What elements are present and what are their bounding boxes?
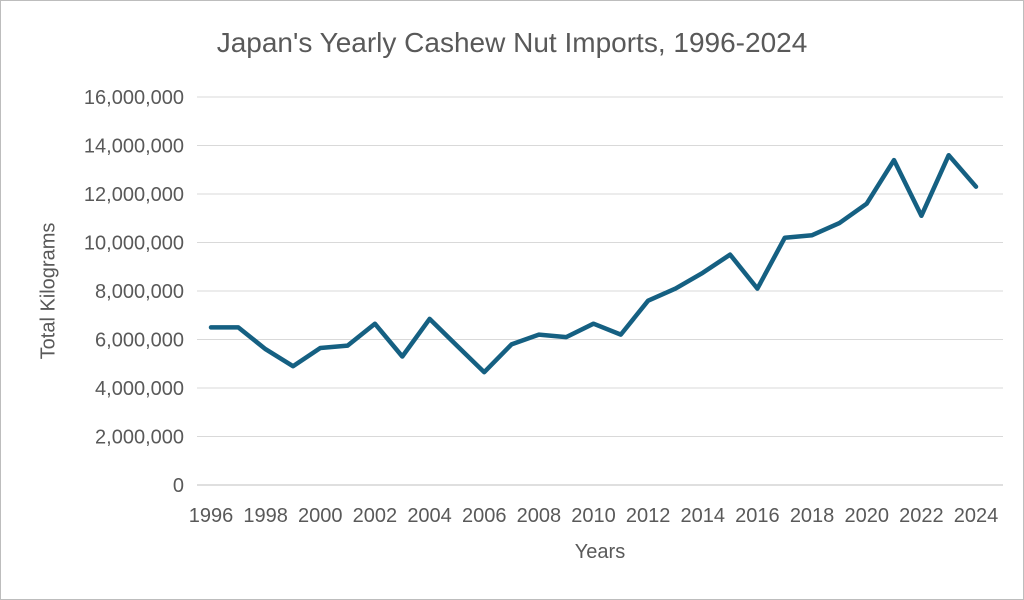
x-tick-label: 1996 <box>189 505 234 527</box>
x-tick-label: 2010 <box>571 505 616 527</box>
y-tick-label: 10,000,000 <box>84 233 184 255</box>
y-tick-label: 8,000,000 <box>95 281 184 303</box>
x-tick-label: 2008 <box>517 505 562 527</box>
y-tick-label: 0 <box>173 475 184 497</box>
x-tick-label: 1998 <box>243 505 288 527</box>
x-tick-label: 2012 <box>626 505 671 527</box>
x-tick-label: 2000 <box>298 505 343 527</box>
x-axis-title: Years <box>574 541 626 563</box>
y-tick-label: 6,000,000 <box>95 330 184 352</box>
x-tick-label: 2022 <box>899 505 944 527</box>
data-line-total-kilograms <box>208 152 979 375</box>
y-tick-label: 16,000,000 <box>84 87 184 109</box>
x-tick-label: 2016 <box>735 505 780 527</box>
x-tick-label: 2014 <box>681 505 726 527</box>
y-tick-label: 4,000,000 <box>95 378 184 400</box>
x-tick-label: 2002 <box>353 505 398 527</box>
chart-title: Japan's Yearly Cashew Nut Imports, 1996-… <box>216 27 808 58</box>
y-tick-label: 12,000,000 <box>84 184 184 206</box>
x-tick-label: 2018 <box>790 505 835 527</box>
y-tick-label: 2,000,000 <box>95 427 184 449</box>
x-tick-label: 2024 <box>954 505 999 527</box>
x-tick-label: 2006 <box>462 505 507 527</box>
x-tick-label: 2020 <box>844 505 889 527</box>
y-tick-label: 14,000,000 <box>84 136 184 158</box>
x-tick-label: 2004 <box>407 505 452 527</box>
